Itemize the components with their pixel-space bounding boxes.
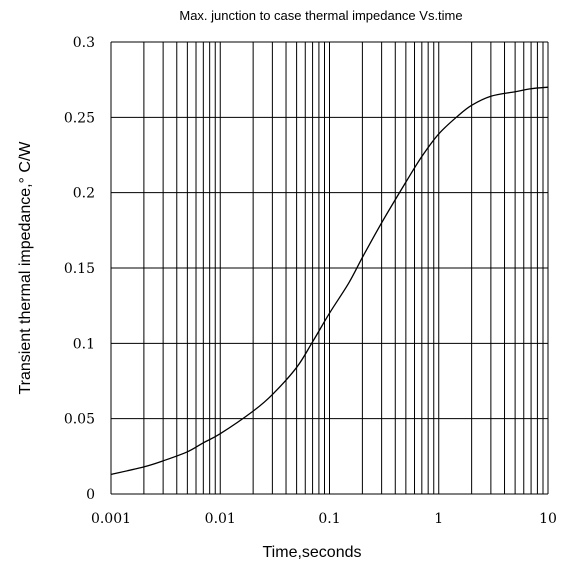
y-tick-label: 0: [86, 487, 95, 503]
grid: [110, 41, 549, 495]
y-tick-label: 0.15: [64, 261, 95, 277]
y-axis-label: Transient thermal impedance,° C/W: [17, 141, 34, 395]
y-tick-label: 0.25: [64, 110, 95, 126]
x-tick-label: 0.01: [205, 511, 236, 527]
y-tick-label: 0.1: [73, 336, 95, 352]
x-tick-label: 1: [434, 511, 443, 527]
y-tick-label: 0.3: [73, 35, 95, 51]
curve-layer: [110, 86, 549, 476]
y-tick-label: 0.2: [73, 186, 95, 202]
x-tick-label: 0.001: [91, 511, 131, 527]
x-tick-label: 0.1: [318, 511, 340, 527]
chart-title: Max. junction to case thermal impedance …: [179, 8, 462, 23]
y-tick-label: 0.05: [64, 412, 95, 428]
tick-labels: 0 0.05 0.1 0.15 0.2 0.25 0.3 0.001 0.01 0.1 1 10: [64, 35, 557, 527]
x-axis-label: Time,seconds: [263, 544, 362, 561]
impedance-curve: [110, 86, 549, 476]
x-tick-label: 10: [539, 511, 557, 527]
